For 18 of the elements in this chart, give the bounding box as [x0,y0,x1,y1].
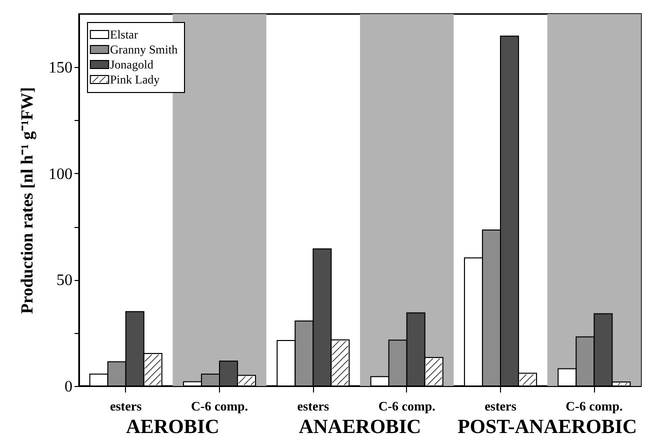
text: POST-ANAEROBIC [458,416,637,439]
x-tick-label: C-6 comp. [378,398,436,414]
y-tick-label: 100 [48,166,72,183]
legend-label: Jonagold [110,58,154,72]
y-tick-label: 0 [64,378,72,396]
text: ANAEROBIC [298,416,422,439]
text: AEROBIC [126,416,220,439]
x-tick-label: esters [484,398,516,414]
y-axis-title: Production rates [nl h⁻¹ g⁻¹FW] [18,87,36,314]
x-tick-label: esters [110,398,142,414]
legend-label: Pink Lady [110,72,160,86]
x-tick-label: C-6 comp. [566,398,623,414]
y-tick-label: 150 [48,60,72,77]
legend-label: Elstar [110,28,138,42]
x-tick-label: C-6 comp. [190,398,248,414]
x-tick-label: esters [297,398,330,414]
legend-label: Granny Smith [110,42,178,56]
y-tick-label: 50 [56,272,72,290]
